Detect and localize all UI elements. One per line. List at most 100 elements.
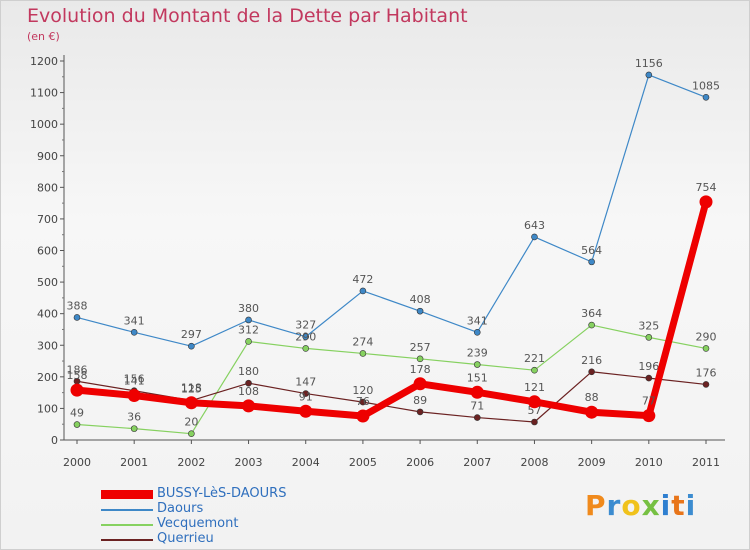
data-point <box>645 374 653 382</box>
series-line-0 <box>73 198 710 420</box>
data-point <box>73 314 81 321</box>
data-point <box>359 398 367 406</box>
data-label: 196 <box>638 360 659 373</box>
data-label: 380 <box>238 302 259 315</box>
x-tick-label: 2011 <box>692 456 720 469</box>
data-label: 754 <box>696 181 717 194</box>
data-label: 341 <box>467 314 488 327</box>
proxiti-logo: Proxiti <box>585 489 697 522</box>
data-point <box>245 338 252 345</box>
data-label: 77 <box>642 395 656 408</box>
data-label: 239 <box>467 347 488 360</box>
data-point <box>588 321 595 329</box>
data-label: 141 <box>124 374 145 387</box>
y-tick-label: 0 <box>51 434 58 447</box>
legend-label: Daours <box>157 501 204 516</box>
data-label: 88 <box>585 391 599 404</box>
data-point <box>359 287 367 295</box>
y-tick-label: 100 <box>37 402 58 415</box>
data-label: 325 <box>638 319 659 332</box>
chart-title: Evolution du Montant de la Dette par Hab… <box>27 5 468 27</box>
data-point <box>359 350 367 357</box>
x-tick-label: 2000 <box>63 456 91 469</box>
data-point <box>473 361 481 368</box>
data-label: 158 <box>67 369 88 382</box>
data-label: 290 <box>696 330 717 343</box>
data-point <box>702 381 710 388</box>
data-point <box>470 385 484 399</box>
data-point <box>531 233 538 241</box>
data-point <box>413 377 427 391</box>
y-tick-label: 1200 <box>30 55 58 68</box>
data-label: 1156 <box>635 57 663 70</box>
y-tick-label: 1100 <box>30 87 58 100</box>
x-tick-label: 2001 <box>120 456 148 469</box>
data-point <box>527 395 541 409</box>
data-point <box>188 342 195 350</box>
data-label: 151 <box>467 371 488 384</box>
data-point <box>585 405 599 419</box>
series-line-1 <box>76 74 707 347</box>
y-tick-label: 400 <box>37 308 58 321</box>
data-label: 312 <box>238 323 259 336</box>
data-point <box>130 329 138 336</box>
data-label: 564 <box>581 244 602 257</box>
y-tick-label: 500 <box>37 276 58 289</box>
data-label: 388 <box>67 299 88 312</box>
x-tick-label: 2003 <box>235 456 263 469</box>
y-tick-label: 900 <box>37 150 58 163</box>
legend-label: BUSSY-LèS-DAOURS <box>157 486 287 501</box>
y-tick-label: 200 <box>37 371 58 384</box>
legend-swatch <box>101 490 153 499</box>
data-label: 108 <box>238 385 259 398</box>
data-label: 121 <box>524 381 545 394</box>
data-point <box>699 195 713 209</box>
legend-label: Vecquemont <box>157 516 239 531</box>
data-point <box>242 399 256 413</box>
data-point <box>416 408 424 416</box>
legend-label: Querrieu <box>157 531 214 546</box>
data-point <box>588 258 595 266</box>
data-point <box>302 333 310 341</box>
data-label: 147 <box>295 376 316 389</box>
data-point <box>473 414 481 421</box>
data-point <box>702 94 710 101</box>
data-point <box>702 345 710 352</box>
data-point <box>70 383 84 397</box>
x-tick-label: 2010 <box>635 456 663 469</box>
data-label: 89 <box>413 394 427 407</box>
data-label: 180 <box>238 365 259 378</box>
data-point <box>416 355 424 363</box>
data-label: 176 <box>696 366 717 379</box>
data-point <box>299 404 313 418</box>
data-point <box>588 368 595 376</box>
data-label: 125 <box>181 383 202 396</box>
data-label: 216 <box>581 354 602 367</box>
data-point <box>188 430 195 437</box>
data-label: 364 <box>581 307 602 320</box>
x-tick-label: 2004 <box>292 456 320 469</box>
data-point <box>302 390 310 397</box>
legend-swatch <box>101 524 153 526</box>
x-tick-label: 2005 <box>349 456 377 469</box>
chart-unit-label: (en €) <box>27 30 60 43</box>
data-label: 20 <box>184 416 198 429</box>
data-point <box>645 334 653 341</box>
data-point <box>473 329 481 336</box>
x-tick-label: 2008 <box>520 456 548 469</box>
y-tick-label: 1000 <box>30 118 58 131</box>
data-label: 71 <box>470 400 484 413</box>
data-label: 257 <box>410 341 431 354</box>
legend-swatch <box>101 539 153 541</box>
data-label: 408 <box>410 293 431 306</box>
y-tick-label: 600 <box>37 245 58 258</box>
data-point <box>130 425 138 432</box>
data-point <box>531 418 538 426</box>
data-label: 327 <box>295 319 316 332</box>
data-label: 91 <box>299 390 313 403</box>
data-label: 178 <box>410 363 431 376</box>
x-tick-label: 2002 <box>177 456 205 469</box>
data-point <box>302 345 310 352</box>
